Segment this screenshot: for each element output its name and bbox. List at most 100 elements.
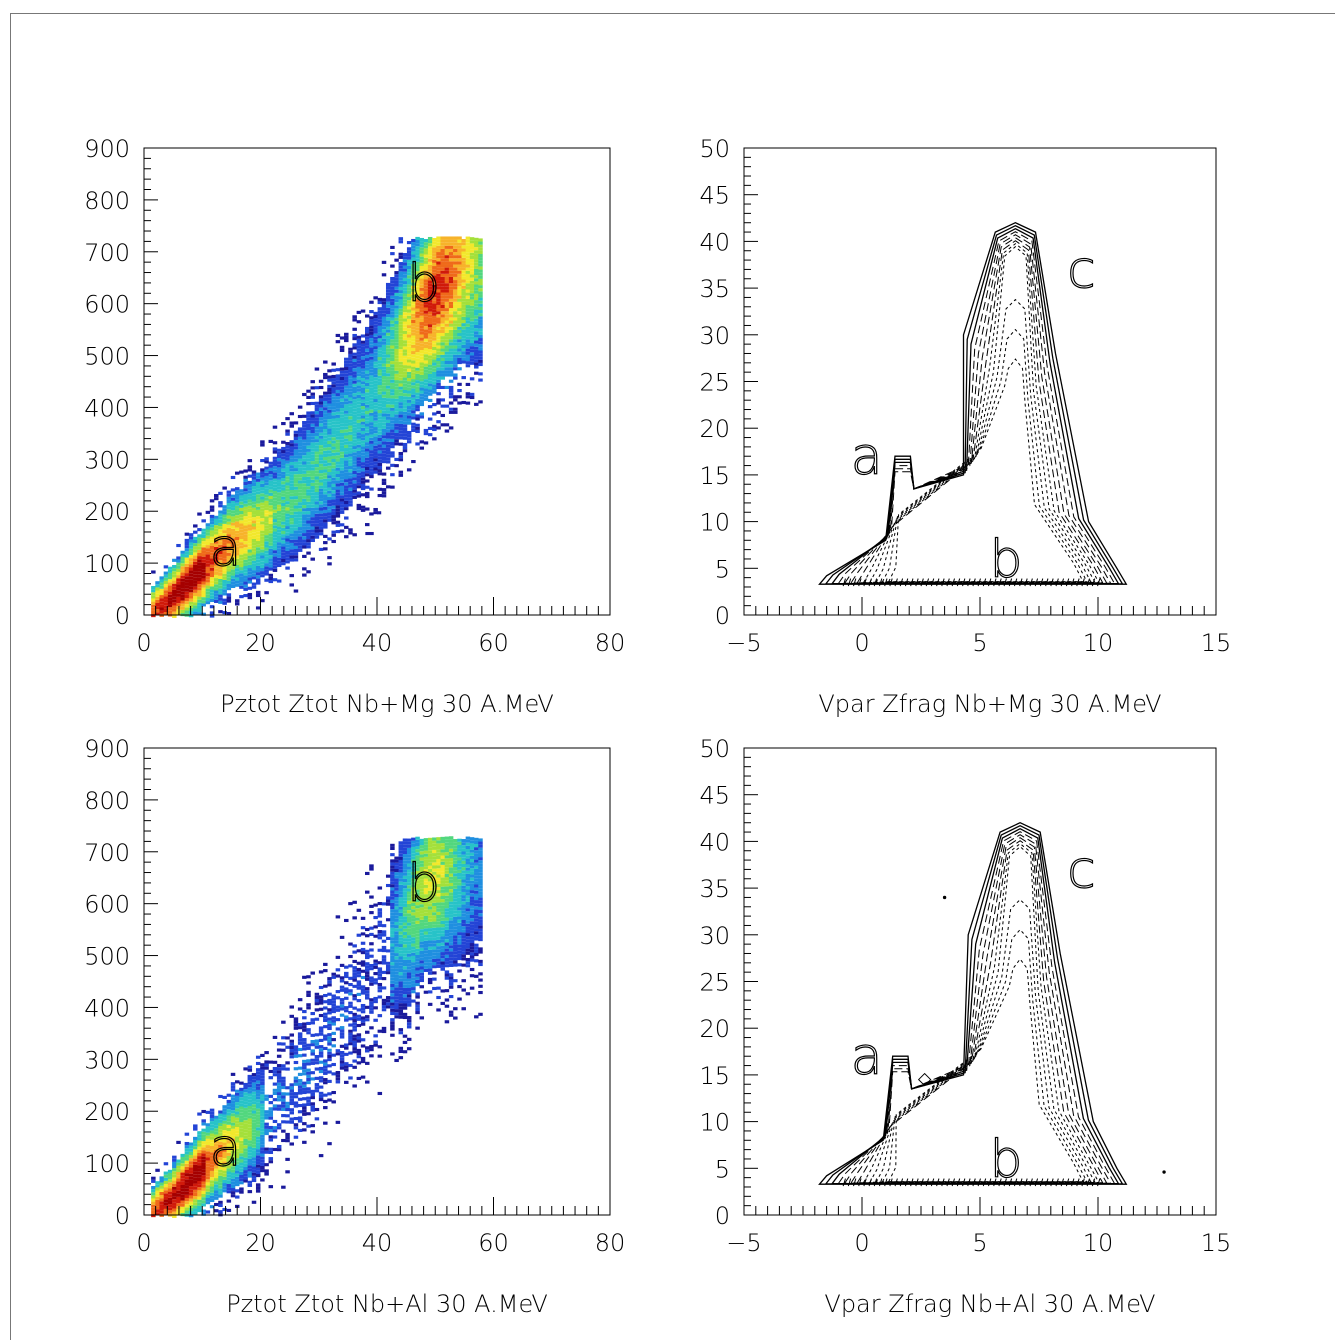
heatmap-cell [239,504,244,508]
heatmap-cell [306,1059,311,1063]
heatmap-cell [306,458,311,462]
heatmap-cell [419,368,425,372]
heatmap-cell [469,346,475,350]
heatmap-cell [365,451,370,455]
heatmap-cell [318,398,324,402]
heatmap-cell [205,601,211,605]
heatmap-cell [247,465,253,469]
heatmap-cell [385,366,391,371]
heatmap-cell [318,513,324,517]
heatmap-cell [394,426,399,430]
heatmap-cell [297,542,303,546]
heatmap-cell [474,293,479,297]
heatmap-cell [432,424,437,428]
heatmap-cell [218,578,223,583]
heatmap-cell [222,1170,227,1174]
heatmap-cell [167,1176,173,1180]
heatmap-cell [281,512,286,516]
heatmap-cell [377,428,383,432]
heatmap-cell [239,545,244,549]
heatmap-cell [306,542,311,546]
heatmap-cell [323,534,328,538]
heatmap-cell [335,530,341,534]
heatmap-cell [180,563,185,567]
heatmap-cell [398,293,404,297]
heatmap-cell [230,494,236,498]
heatmap-cell [331,483,336,488]
heatmap-cell [453,326,458,330]
heatmap-cell [444,332,450,337]
heatmap-cell [264,544,269,548]
heatmap-cell [230,1156,236,1160]
heatmap-cell [234,1080,240,1084]
heatmap-cell [402,343,408,347]
heatmap-cell [159,604,164,608]
heatmap-cell [360,378,366,382]
heatmap-cell [411,291,416,295]
heatmap-cell [327,478,332,482]
heatmap-cell [226,1099,232,1104]
heatmap-cell [323,376,328,380]
heatmap-cell [222,1130,227,1134]
heatmap-cell [260,533,265,537]
heatmap-cell [419,350,425,354]
heatmap-cell [415,352,420,356]
heatmap-cell [344,996,349,1000]
heatmap-cell [406,437,412,441]
heatmap-cell [318,401,324,405]
heatmap-cell [159,1195,164,1199]
heatmap-cell [297,492,303,496]
heatmap-cell [268,477,274,481]
heatmap-cell [239,551,244,555]
heatmap-cell [339,1057,345,1061]
heatmap-cell [360,1022,366,1026]
heatmap-cell [406,378,412,382]
heatmap-cell [264,531,269,536]
heatmap-cell [218,594,223,598]
heatmap-cell [176,1175,181,1179]
heatmap-cell [331,384,336,388]
heatmap-cell [272,537,278,541]
heatmap-cell [222,1155,227,1159]
heatmap-cell [335,1080,341,1084]
heatmap-cell [398,321,404,325]
heatmap-cell [419,378,425,382]
heatmap-cell [411,263,416,267]
heatmap-cell [339,935,345,939]
heatmap-cell [335,508,341,512]
heatmap-cell [201,1134,206,1138]
heatmap-cell [201,562,206,566]
heatmap-cell [411,366,416,370]
heatmap-cell [427,377,433,381]
heatmap-cell [260,564,265,568]
heatmap-cell [348,434,353,439]
heatmap-cell [356,475,362,479]
heatmap-cell [297,520,303,524]
heatmap-cell [209,1198,215,1203]
heatmap-cell [188,561,194,565]
heatmap-cell [398,308,404,312]
heatmap-cell [385,345,391,349]
heatmap-cell [339,448,345,452]
heatmap-cell [352,430,357,434]
heatmap-cell [201,565,206,570]
heatmap-cell [327,422,332,426]
heatmap-cell [432,275,437,279]
heatmap-cell [268,527,274,531]
heatmap-cell [209,1195,215,1199]
heatmap-cell [251,489,257,493]
heatmap-cell [218,544,223,548]
heatmap-cell [427,280,433,284]
heatmap-cell [180,1172,185,1176]
heatmap-cell [348,360,353,364]
heatmap-cell [352,315,357,319]
heatmap-cell [415,355,420,359]
heatmap-cell [318,407,324,411]
heatmap-cell [369,356,374,360]
heatmap-cell [465,239,471,243]
heatmap-cell [323,1037,328,1041]
heatmap-cell [327,992,332,996]
heatmap-cell [331,490,336,494]
heatmap-cell [285,538,290,542]
heatmap-cell [402,358,408,362]
